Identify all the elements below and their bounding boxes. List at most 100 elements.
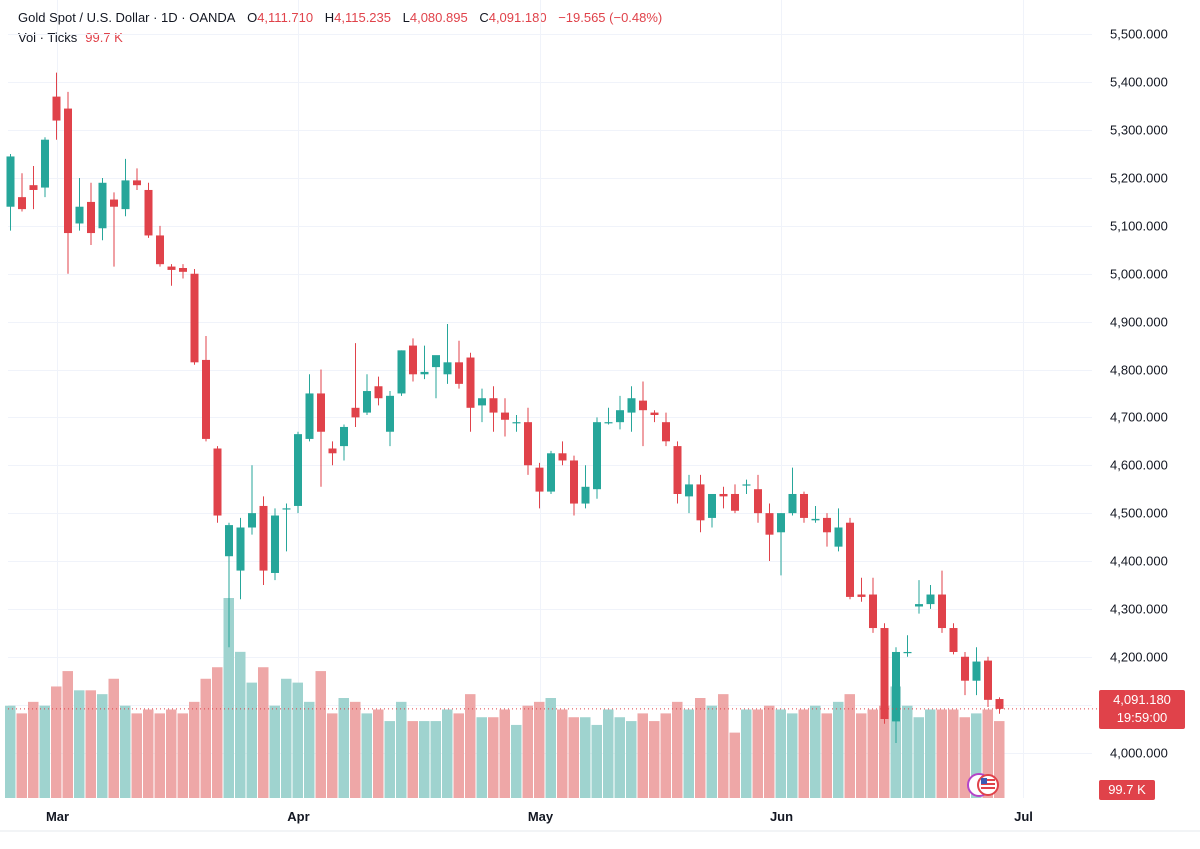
candle-body: [52, 96, 61, 121]
candle-body: [662, 422, 670, 442]
candle-body: [328, 448, 337, 454]
candle: [41, 137, 49, 198]
candle: [6, 154, 15, 231]
volume-label[interactable]: Vol · Ticks: [18, 30, 78, 45]
volume-bar: [821, 713, 832, 798]
candle-body: [87, 201, 95, 234]
candle-body: [41, 139, 49, 188]
candle-body: [892, 651, 900, 722]
candle: [627, 386, 636, 432]
high-value: 4,115.235: [334, 10, 391, 25]
volume-bar: [85, 690, 96, 798]
candle: [179, 264, 187, 279]
candle: [409, 338, 417, 382]
volume-bar: [844, 694, 855, 798]
candle: [466, 352, 475, 432]
volume-bar: [373, 709, 384, 798]
candle-body: [581, 486, 590, 504]
volume-bar: [384, 721, 395, 798]
high-label: H: [324, 10, 335, 25]
candle: [282, 503, 291, 552]
candle: [305, 374, 314, 442]
volume-bar: [154, 713, 165, 798]
volume-bar: [764, 705, 775, 798]
candle-body: [6, 156, 15, 207]
candle-body: [374, 386, 383, 399]
symbol-title[interactable]: Gold Spot / U.S. Dollar · 1D · OANDA: [18, 10, 236, 25]
volume-bar: [683, 709, 694, 798]
candle: [121, 158, 130, 217]
volume-bar: [189, 701, 200, 798]
candle: [949, 623, 958, 655]
candles: [6, 72, 1004, 743]
candle-body: [570, 460, 578, 504]
candle: [650, 410, 659, 423]
candle: [443, 324, 452, 384]
candle: [754, 474, 762, 523]
us-flag-icon[interactable]: [966, 772, 1000, 798]
candle: [202, 335, 210, 442]
y-tick-label: 5,100.000: [1110, 219, 1168, 234]
candle: [742, 479, 751, 494]
volume-bar: [787, 713, 798, 798]
candle: [535, 462, 544, 509]
volume-bar: [994, 721, 1005, 798]
candle-body: [650, 412, 659, 415]
candle: [524, 407, 532, 475]
volume-bar: [5, 705, 16, 798]
candle-body: [639, 400, 647, 411]
candle: [823, 513, 831, 547]
volume-bar: [511, 724, 522, 798]
candle-body: [938, 594, 946, 629]
candle-body: [271, 515, 279, 573]
volume-bar: [522, 705, 533, 798]
volume-bar: [476, 717, 487, 798]
candle: [259, 496, 268, 585]
candle: [144, 182, 153, 238]
candle: [18, 173, 26, 212]
volume-bar: [971, 713, 982, 798]
candle-body: [512, 422, 521, 424]
candle: [363, 374, 371, 415]
candle-body: [455, 362, 463, 384]
candle: [156, 225, 164, 267]
candle-body: [167, 266, 176, 270]
candle: [501, 398, 509, 437]
candle-body: [673, 446, 682, 494]
volume-bar: [775, 709, 786, 798]
volume-bar: [131, 713, 142, 798]
volume-bar: [28, 701, 39, 798]
candle-body: [903, 651, 912, 654]
ohlc-legend: Gold Spot / U.S. Dollar · 1D · OANDA O4,…: [18, 10, 670, 25]
candle-body: [213, 448, 222, 516]
candle: [110, 192, 118, 267]
volume-bar: [361, 713, 372, 798]
candle: [777, 513, 785, 576]
volume-bar: [959, 717, 970, 798]
candle: [271, 508, 279, 581]
volume-bar: [177, 713, 188, 798]
volume-bar: [97, 694, 108, 798]
candle: [696, 474, 705, 533]
volume-bar: [913, 717, 924, 798]
candle-body: [202, 359, 210, 439]
candle: [225, 522, 233, 648]
y-tick-label: 4,200.000: [1110, 650, 1168, 665]
candle-body: [869, 594, 877, 629]
candle: [846, 517, 854, 600]
candle: [857, 577, 866, 602]
volume-bar: [672, 701, 683, 798]
change-value: −19.565 (−0.48%): [558, 10, 663, 25]
candle-body: [397, 350, 406, 394]
volume-bar: [810, 705, 821, 798]
candle-body: [305, 393, 314, 439]
volume-bar: [62, 671, 73, 798]
volume-bar: [281, 678, 292, 798]
candle-body: [754, 489, 762, 514]
candle-body: [696, 484, 705, 521]
volume-bar: [430, 721, 441, 798]
candle-body: [466, 357, 475, 408]
candle-body: [317, 393, 325, 432]
volume-bar: [39, 705, 50, 798]
